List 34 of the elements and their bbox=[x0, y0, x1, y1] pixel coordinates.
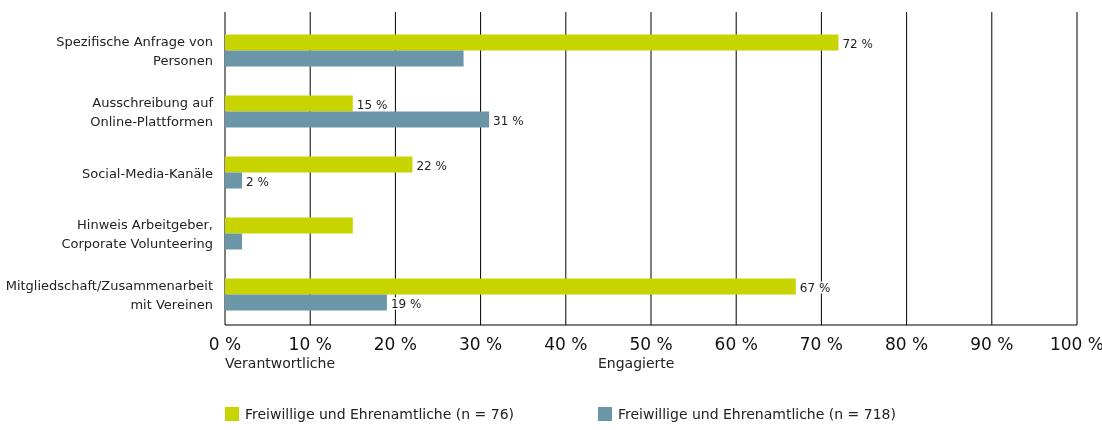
bar bbox=[225, 95, 353, 112]
x-tick-label: 30 % bbox=[459, 334, 503, 354]
y-tick-label: Social-Media-Kanäle bbox=[81, 165, 213, 181]
bar bbox=[225, 111, 490, 128]
x-tick-label: 70 % bbox=[799, 334, 843, 354]
data-label: 31 % bbox=[493, 113, 524, 128]
text: Verantwortliche bbox=[225, 355, 336, 371]
text: Engagierte bbox=[598, 355, 675, 371]
y-tick-label: Spezifische Anfrage von Personen bbox=[56, 34, 213, 68]
x-tick-label: 10 % bbox=[288, 334, 332, 354]
bar bbox=[225, 217, 353, 234]
legend-label: Freiwillige und Ehrenamtliche (n = 718) bbox=[618, 406, 896, 422]
bar bbox=[225, 294, 387, 311]
x-tick-label: 50 % bbox=[629, 334, 673, 354]
x-tick-label: 0 % bbox=[208, 334, 242, 354]
x-tick-label: 60 % bbox=[714, 334, 758, 354]
y-tick-label: Ausschreibung auf Online-Plattformen bbox=[90, 95, 214, 129]
y-tick-label: Mitgliedschaft/Zusammenarbeit mit Vereinen bbox=[5, 278, 213, 312]
bar bbox=[225, 278, 796, 295]
legend-label: Freiwillige und Ehrenamtliche (n = 76) bbox=[245, 406, 515, 422]
bar bbox=[225, 172, 243, 189]
data-label: 22 % bbox=[416, 158, 447, 173]
data-label: 15 % bbox=[356, 97, 388, 112]
bar bbox=[225, 156, 413, 173]
x-tick-label: 20 % bbox=[373, 334, 417, 354]
data-label: 72 % bbox=[842, 36, 873, 51]
bar bbox=[225, 50, 464, 67]
x-tick-label: 80 % bbox=[885, 334, 929, 354]
y-tick-label: Hinweis Arbeitgeber, Corporate Volunteering bbox=[61, 217, 213, 251]
bar bbox=[225, 34, 839, 51]
x-tick-label: 90 % bbox=[970, 334, 1014, 354]
data-label: 2 % bbox=[246, 174, 269, 189]
x-tick-label: 40 % bbox=[544, 334, 588, 354]
bar bbox=[225, 233, 243, 250]
